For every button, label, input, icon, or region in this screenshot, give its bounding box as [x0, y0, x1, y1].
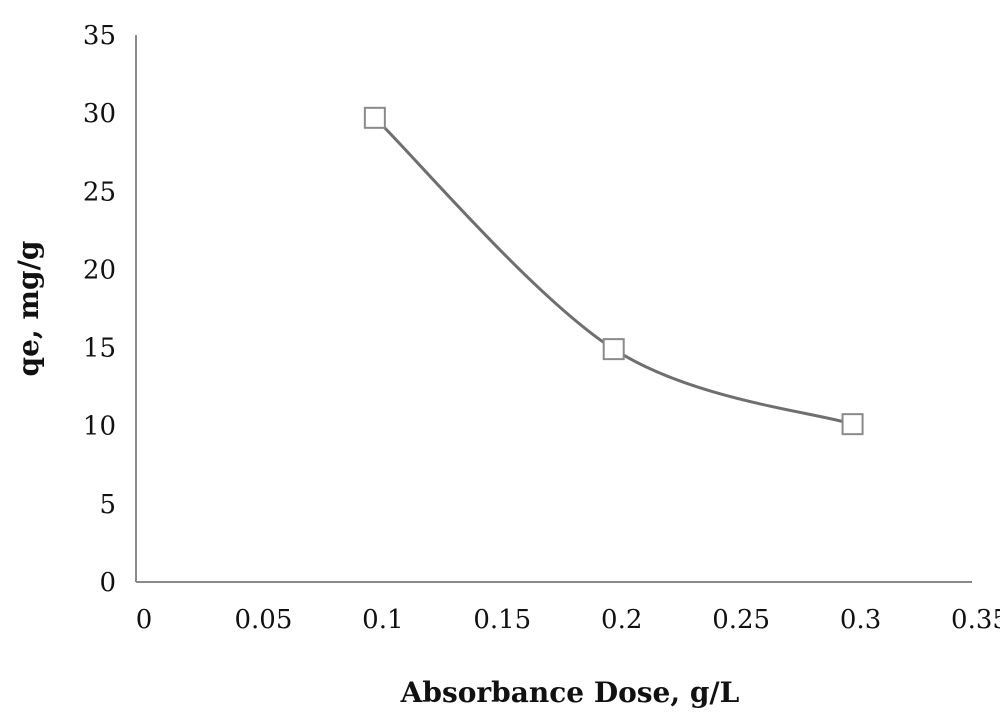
x-tick-label: 0.25 — [712, 605, 770, 635]
x-axis-title: Absorbance Dose, g/L — [400, 676, 740, 709]
x-tick-label: 0.3 — [840, 605, 881, 635]
data-point-marker — [602, 338, 625, 361]
series-layer — [363, 106, 864, 436]
y-tick-label: 0 — [99, 568, 116, 598]
x-tick-label: 0.1 — [362, 605, 403, 635]
plot-area: 0 5 10 15 20 25 30 35 0 0.05 0.1 0.15 0.2 0.25 0.3 0.3… — [83, 21, 1000, 635]
y-tick-label: 10 — [83, 412, 116, 442]
x-tick-label: 0.2 — [601, 605, 642, 635]
x-axis-ticks: 0 0.05 0.1 0.15 0.2 0.25 0.3 0.35 — [136, 605, 1000, 635]
y-tick-label: 30 — [83, 99, 116, 129]
x-tick-label: 0.05 — [234, 605, 292, 635]
y-tick-label: 20 — [83, 255, 116, 285]
x-tick-label: 0.35 — [951, 605, 1000, 635]
x-tick-label: 0 — [136, 605, 153, 635]
data-point-marker — [841, 413, 864, 436]
y-tick-label: 15 — [83, 334, 116, 364]
y-tick-label: 25 — [83, 177, 116, 207]
x-tick-label: 0.15 — [473, 605, 531, 635]
series-line — [373, 116, 855, 426]
y-tick-label: 35 — [83, 21, 116, 51]
data-point-marker — [363, 106, 386, 129]
y-axis-title: qe, mg/g — [12, 241, 45, 377]
y-axis-ticks: 0 5 10 15 20 25 30 35 — [83, 21, 116, 598]
y-tick-label: 5 — [99, 490, 116, 520]
